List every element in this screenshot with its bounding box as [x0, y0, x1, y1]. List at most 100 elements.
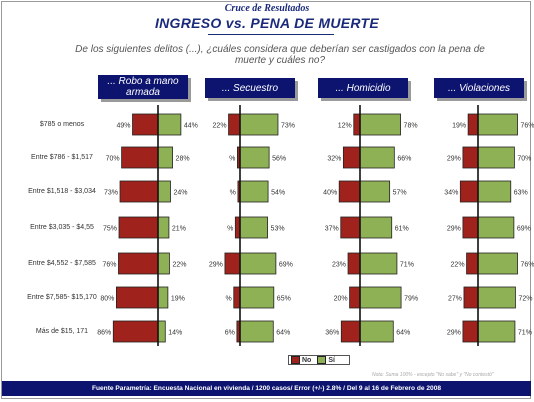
data-label-si: 66% — [397, 156, 411, 163]
data-label-no: 20% — [334, 296, 348, 303]
bar-si — [157, 216, 170, 239]
bar-si — [477, 286, 516, 309]
data-label-si: 56% — [272, 156, 286, 163]
data-label-si: 53% — [271, 226, 285, 233]
income-label: Entre $1,518 - $3,034 — [28, 188, 96, 195]
data-label-si: 54% — [271, 190, 285, 197]
data-label-no: % — [226, 296, 232, 303]
bar-no — [349, 286, 361, 309]
data-label-no: 86% — [97, 330, 111, 337]
bar-no — [462, 320, 479, 343]
bar-si — [157, 113, 182, 136]
bar-si — [359, 146, 395, 169]
data-label-no: 19% — [452, 123, 466, 130]
data-label-si: 28% — [176, 156, 190, 163]
bar-si — [239, 320, 274, 343]
bar-no — [467, 113, 479, 136]
data-label-si: 44% — [184, 123, 198, 130]
data-label-si: 64% — [396, 330, 410, 337]
data-label-si: 76% — [521, 262, 534, 269]
bar-si — [477, 180, 512, 203]
legend-si-swatch — [317, 356, 327, 364]
data-label-si: 14% — [168, 330, 182, 337]
bar-si — [477, 320, 516, 343]
data-label-no: 37% — [325, 226, 339, 233]
data-label-si: 24% — [173, 190, 187, 197]
chart-title: INGRESO vs. PENA DE MUERTE — [154, 15, 380, 31]
data-label-no: 32% — [327, 156, 341, 163]
bar-si — [157, 180, 171, 203]
data-label-no: 6% — [225, 330, 235, 337]
bar-no — [338, 180, 361, 203]
data-label-no: 27% — [448, 296, 462, 303]
data-label-si: 22% — [172, 262, 186, 269]
data-label-si: 70% — [517, 156, 531, 163]
bar-no — [228, 113, 241, 136]
data-label-no: % — [230, 190, 236, 197]
source-footer: Fuente Parametría: Encuesta Nacional en … — [2, 381, 531, 396]
bar-no — [353, 113, 361, 136]
data-label-si: 73% — [281, 123, 295, 130]
panel-header-violaciones: ... Violaciones — [434, 78, 524, 98]
data-label-no: 36% — [325, 330, 339, 337]
bar-si — [239, 113, 279, 136]
bar-no — [118, 216, 159, 239]
data-label-no: % — [229, 156, 235, 163]
bar-si — [239, 146, 270, 169]
title-underline — [208, 34, 334, 35]
bar-si — [477, 216, 515, 239]
bar-si — [359, 286, 402, 309]
bar-no — [224, 252, 241, 275]
data-label-si: 61% — [395, 226, 409, 233]
data-label-si: 64% — [276, 330, 290, 337]
income-label: Entre $7,585- $15,170 — [27, 294, 97, 301]
bar-no — [340, 216, 361, 239]
bar-no — [118, 252, 159, 275]
bar-no — [116, 286, 159, 309]
data-label-no: 22% — [213, 123, 227, 130]
panel-header-homicidio: ... Homicidio — [318, 78, 408, 98]
data-label-no: 80% — [100, 296, 114, 303]
data-label-si: 65% — [277, 296, 291, 303]
data-label-no: 23% — [332, 262, 346, 269]
data-label-si: 63% — [514, 190, 528, 197]
data-label-no: 76% — [102, 262, 116, 269]
bar-no — [132, 113, 159, 136]
bar-si — [477, 113, 518, 136]
data-label-no: 34% — [444, 190, 458, 197]
survey-question: De los siguientes delitos (...), ¿cuáles… — [75, 44, 485, 66]
data-label-si: 78% — [404, 123, 418, 130]
income-label: $785 o menos — [39, 121, 85, 128]
bar-si — [157, 252, 170, 275]
bar-si — [359, 320, 394, 343]
data-label-si: 57% — [393, 190, 407, 197]
data-label-no: 40% — [323, 190, 337, 197]
bar-si — [359, 252, 398, 275]
data-label-si: 69% — [279, 262, 293, 269]
note-text: Nota: Suma 100% - excepto "No sabe" y "N… — [372, 372, 494, 378]
bar-si — [477, 252, 518, 275]
bar-si — [239, 286, 275, 309]
bar-si — [359, 180, 391, 203]
data-label-si: 72% — [518, 296, 532, 303]
panel-header-robo: ... Robo a mano armada — [98, 75, 188, 99]
data-label-no: 12% — [338, 123, 352, 130]
bar-no — [112, 320, 159, 343]
bar-si — [157, 320, 166, 343]
data-label-no: 29% — [447, 226, 461, 233]
bar-no — [462, 146, 479, 169]
bar-no — [340, 320, 361, 343]
legend: No Sí — [288, 355, 350, 365]
bar-no — [466, 252, 479, 275]
data-label-no: 73% — [104, 190, 118, 197]
bar-no — [342, 146, 361, 169]
data-label-si: 19% — [171, 296, 185, 303]
data-label-no: % — [227, 226, 233, 233]
bar-no — [459, 180, 479, 203]
data-label-no: 29% — [447, 156, 461, 163]
data-label-si: 76% — [521, 123, 534, 130]
bar-no — [119, 180, 159, 203]
bar-no — [121, 146, 159, 169]
bar-si — [359, 216, 393, 239]
